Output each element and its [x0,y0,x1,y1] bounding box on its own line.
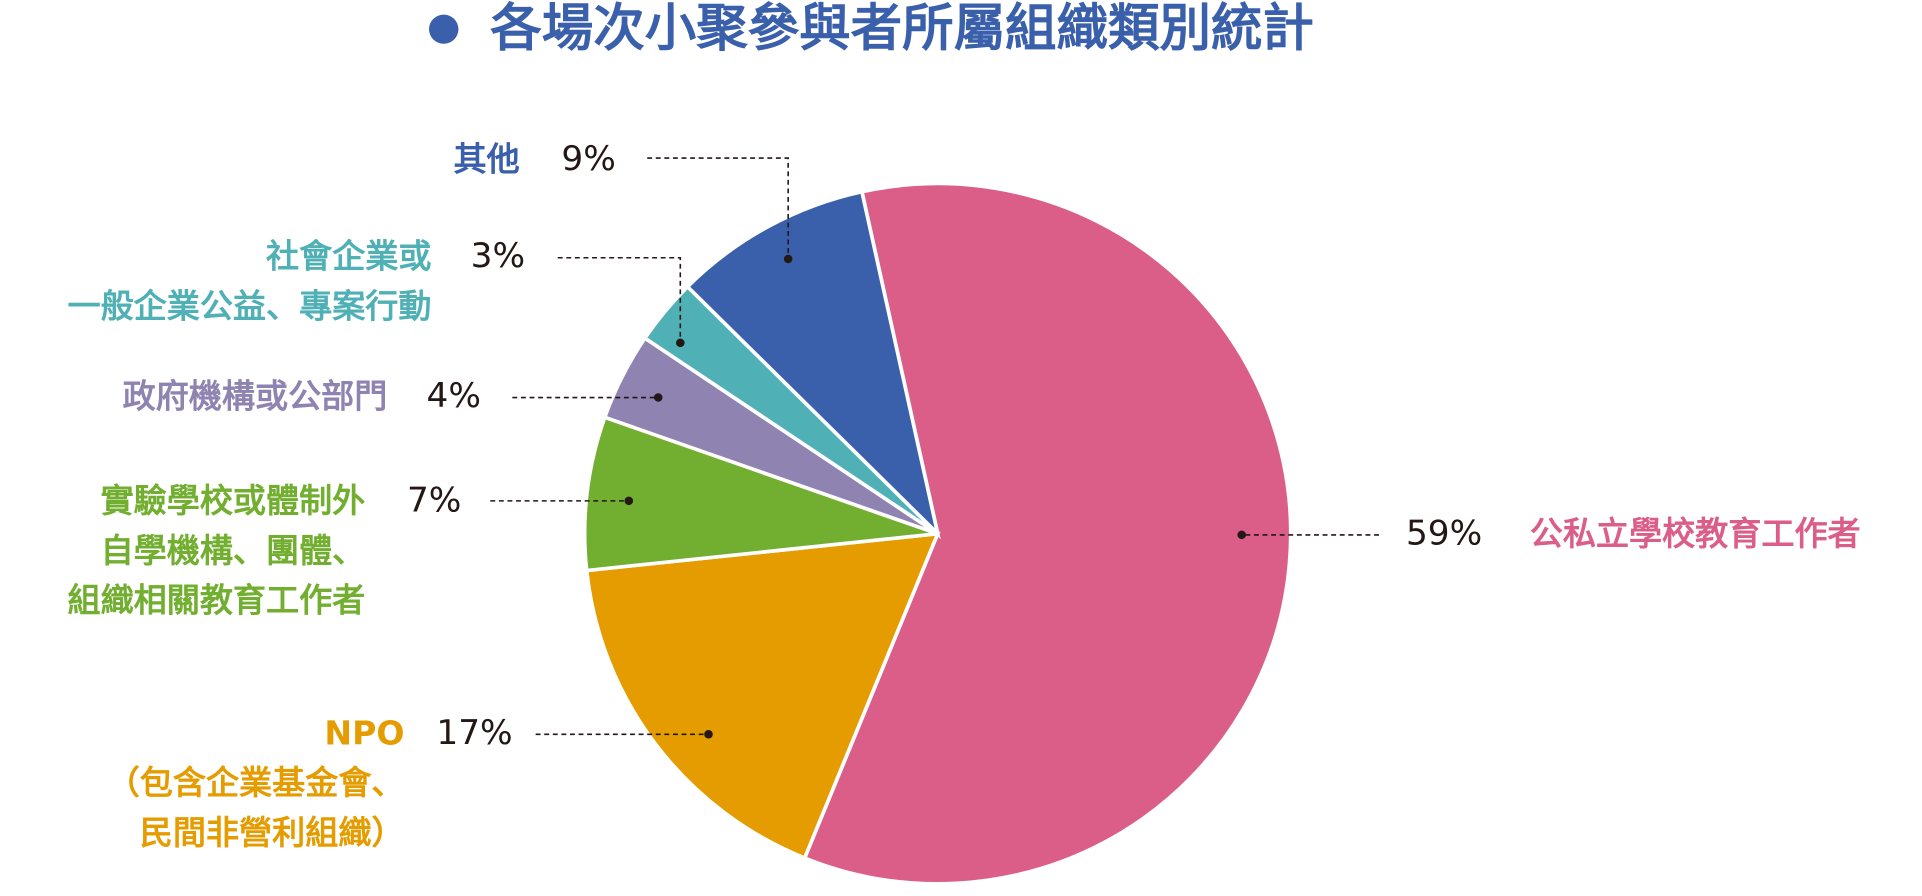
leader-dot [1237,530,1246,540]
value-label: 17% [436,713,512,753]
pie-slice [582,414,939,573]
leader-dot [676,338,685,348]
pie-slice [802,181,1293,886]
value-label: 59% [1406,514,1482,554]
chart-title: 各場次小聚參與者所屬組織類別統計 [490,0,1314,58]
leader-dot [624,496,634,506]
value-label: 3% [471,236,525,276]
value-label: 9% [561,139,615,179]
category-label: 政府機構或公部門 [123,376,388,415]
leader-dot [783,254,793,264]
value-label: 4% [427,376,481,416]
leader-line [557,256,682,343]
leader-dot [704,730,713,739]
leader-dot [653,393,663,402]
pie-slice [584,531,941,861]
category-label: 公私立學校教育工作者 [1530,514,1861,553]
leader-line [647,157,789,259]
title-bullet [429,14,459,44]
pie-slice [684,189,941,540]
value-label: 7% [407,481,461,521]
category-label: 社會企業或一般企業公益、專案行動 [67,236,431,325]
category-label: 實驗學校或體制外自學機構、團體、組織相關教育工作者 [67,481,365,620]
category-label: NPO （包含企業基金會、民間非營利組織） [107,713,405,852]
category-label: 其他 [454,139,520,178]
